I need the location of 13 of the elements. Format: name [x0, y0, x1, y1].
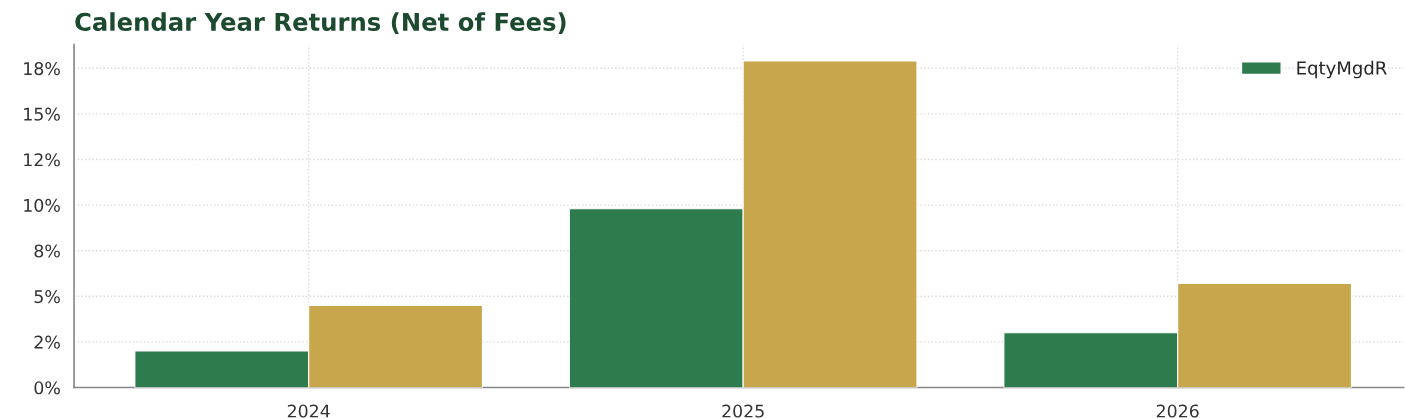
- x-tick-label: 2024: [287, 404, 330, 418]
- y-tick-label: 2%: [34, 335, 60, 349]
- y-tick-label: 15%: [24, 107, 60, 121]
- y-tick-label: 18%: [24, 62, 60, 76]
- y-tick-label: 12%: [24, 153, 60, 167]
- y-tick-label: 0%: [34, 381, 60, 395]
- legend-label: EqtyMgdR: [1297, 60, 1387, 79]
- y-tick-label: 10%: [24, 198, 60, 212]
- y-tick-label: 8%: [34, 244, 60, 258]
- y-tick-label: 5%: [34, 290, 60, 304]
- x-tick-label: 2025: [722, 404, 764, 418]
- x-tick-label: 2026: [1156, 404, 1199, 418]
- chart-title: Calendar Year Returns (Net of Fees): [75, 12, 566, 34]
